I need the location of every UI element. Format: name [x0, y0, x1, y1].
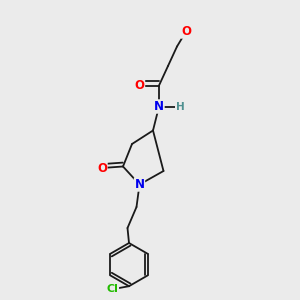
Text: O: O: [97, 161, 107, 175]
Text: N: N: [154, 100, 164, 113]
Text: Cl: Cl: [106, 284, 119, 294]
Text: O: O: [134, 79, 145, 92]
Text: O: O: [181, 25, 191, 38]
Text: H: H: [176, 101, 184, 112]
Text: N: N: [134, 178, 145, 191]
